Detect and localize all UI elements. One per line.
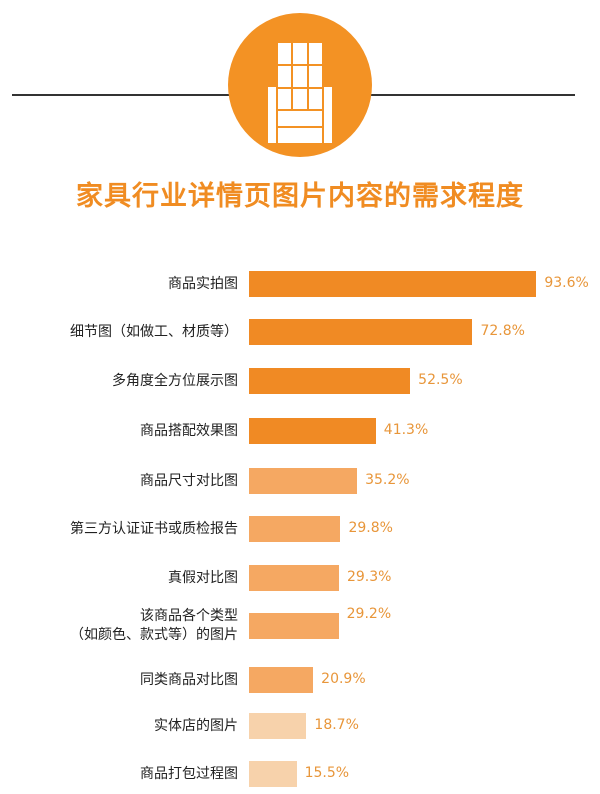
armchair-icon bbox=[228, 13, 372, 157]
category-label-line: 商品搭配效果图 bbox=[140, 422, 238, 439]
value-label: 52.5% bbox=[418, 372, 463, 388]
bar bbox=[249, 418, 376, 444]
bar bbox=[249, 271, 537, 297]
value-label: 18.7% bbox=[314, 717, 359, 733]
category-label-line: 商品打包过程图 bbox=[140, 765, 238, 782]
category-label-line: 商品实拍图 bbox=[168, 275, 238, 292]
value-label: 15.5% bbox=[304, 765, 350, 781]
category-label-line: （如颜色、款式等）的图片 bbox=[70, 627, 238, 643]
category-label: 商品搭配效果图 bbox=[140, 422, 238, 441]
category-label-line: 真假对比图 bbox=[168, 569, 238, 586]
category-label: 商品打包过程图 bbox=[140, 765, 238, 784]
category-label-line: 第三方认证证书或质检报告 bbox=[70, 520, 238, 537]
category-label-line: 多角度全方位展示图 bbox=[112, 372, 238, 389]
bar bbox=[249, 319, 473, 345]
category-label-line: 实体店的图片 bbox=[154, 717, 238, 734]
bar bbox=[249, 713, 307, 739]
value-label: 29.2% bbox=[346, 606, 392, 622]
category-label: 实体店的图片 bbox=[154, 717, 238, 736]
value-label: 35.2% bbox=[365, 472, 410, 488]
category-label: 细节图（如做工、材质等） bbox=[70, 323, 238, 342]
category-label: 真假对比图 bbox=[168, 569, 238, 588]
value-label: 93.6% bbox=[544, 275, 589, 291]
category-label: 该商品各个类型 （如颜色、款式等）的图片 bbox=[70, 607, 238, 645]
category-label: 商品实拍图 bbox=[168, 275, 238, 294]
bar bbox=[249, 761, 297, 787]
value-label: 41.3% bbox=[383, 422, 429, 438]
category-label: 商品尺寸对比图 bbox=[140, 472, 238, 491]
divider-left bbox=[12, 94, 232, 96]
category-label: 多角度全方位展示图 bbox=[112, 372, 238, 391]
category-label-line: 细节图（如做工、材质等） bbox=[70, 323, 238, 340]
bar bbox=[249, 613, 339, 639]
value-label: 29.3% bbox=[346, 569, 392, 585]
bar bbox=[249, 565, 339, 591]
category-label-line: 该商品各个类型 bbox=[140, 608, 238, 624]
bar bbox=[249, 667, 314, 693]
category-label: 第三方认证证书或质检报告 bbox=[70, 520, 238, 539]
chart-title: 家具行业详情页图片内容的需求程度 bbox=[76, 181, 524, 212]
value-label: 20.9% bbox=[321, 671, 366, 687]
category-label-line: 商品尺寸对比图 bbox=[140, 472, 238, 489]
bar bbox=[249, 468, 358, 494]
bar bbox=[249, 368, 411, 394]
value-label: 29.8% bbox=[348, 520, 393, 536]
value-label: 72.8% bbox=[480, 323, 525, 339]
divider-right bbox=[368, 94, 575, 96]
category-label: 同类商品对比图 bbox=[140, 671, 238, 690]
bar bbox=[249, 516, 341, 542]
category-label-line: 同类商品对比图 bbox=[140, 671, 238, 688]
